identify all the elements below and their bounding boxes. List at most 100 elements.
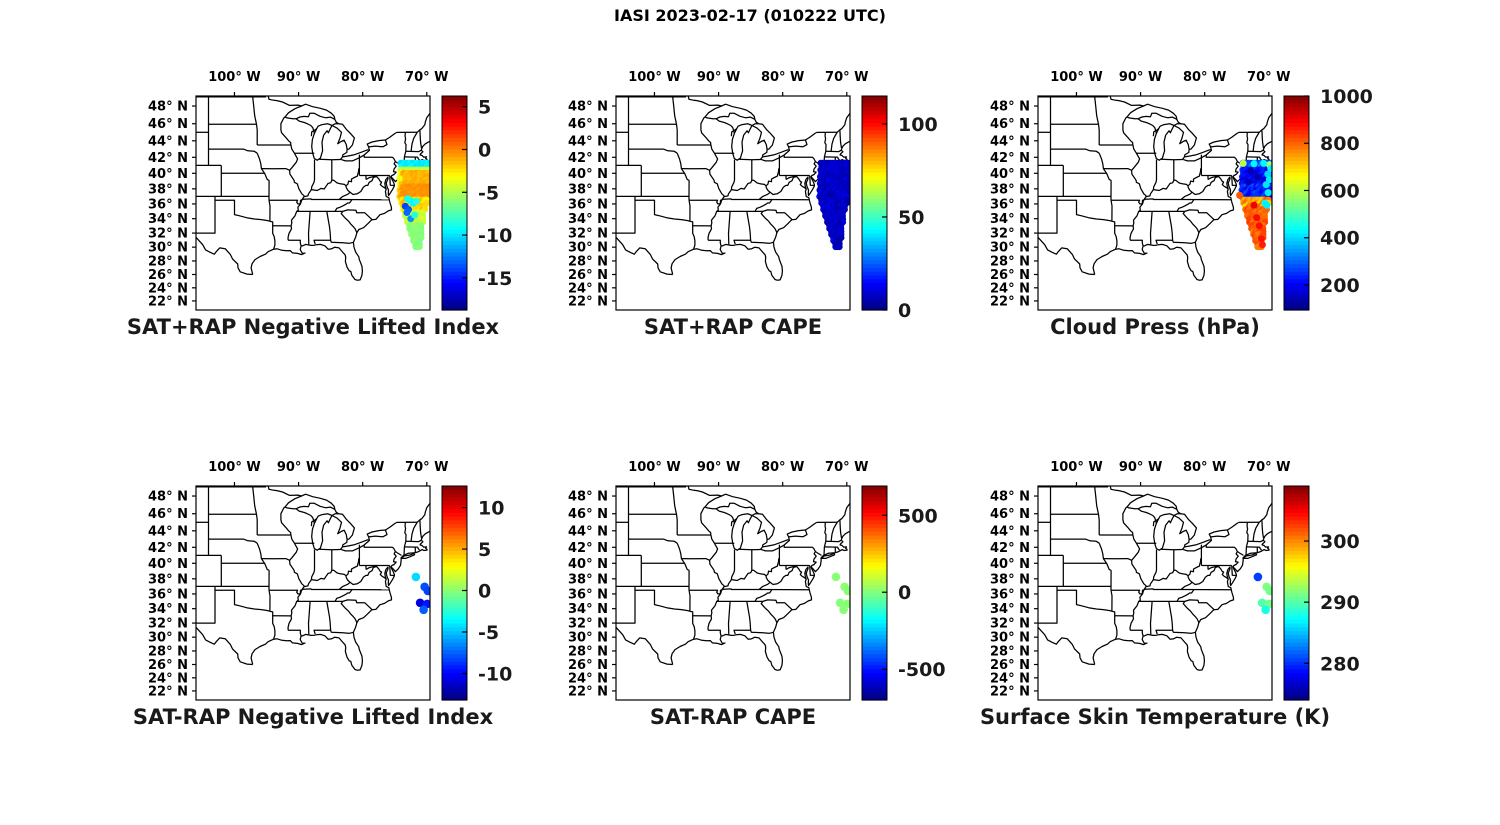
colorbar-gradient-step: [1284, 573, 1309, 579]
map-outline-path: [419, 129, 423, 149]
colorbar-tick-label: 0: [478, 140, 491, 162]
map-panel-sat-rap-nli: 100° W 90° W 80° W 70° W 48° N 46° N 44° N 42° …: [148, 70, 512, 311]
colorbar-sat-minus-rap-cape: 500 0 -500: [861, 485, 946, 701]
colorbar-gradient-step: [862, 160, 887, 166]
colorbar-gradient-step: [442, 508, 467, 514]
lat-tick-label: 42° N: [990, 151, 1030, 166]
colorbar-gradient-step: [442, 199, 467, 204]
colorbar-gradient-step: [862, 635, 887, 640]
map-outline-path: [1243, 552, 1258, 560]
map-outline-path: [269, 610, 276, 640]
colorbar-gradient-step: [862, 203, 887, 208]
map-outline-path: [1057, 199, 1113, 222]
map-outline-path: [255, 514, 258, 535]
map-outline-path: [310, 159, 316, 190]
colorbar-border: [861, 485, 888, 701]
colorbar-gradient-step: [862, 654, 887, 659]
map-outline-path: [1122, 506, 1134, 536]
map-outline-path: [837, 157, 840, 161]
colorbar-gradient-step: [862, 608, 887, 613]
axis-labels: 100° W 90° W 80° W 70° W 48° N 46° N 44° N 42° …: [568, 70, 869, 309]
colorbar-gradient-step: [1284, 505, 1309, 510]
scatter-dot: [423, 586, 430, 596]
map-outline-path: [403, 541, 407, 548]
colorbar-gradient-step: [442, 115, 467, 120]
map-outline-path: [727, 601, 731, 635]
colorbar-gradient-step: [442, 141, 467, 147]
colorbar-gradient-step: [442, 191, 467, 196]
map-outline-path: [396, 551, 402, 556]
colorbar-gradient-step: [442, 225, 467, 231]
map-outline-path: [196, 486, 302, 497]
colorbar-gradient-step: [1284, 222, 1309, 227]
colorbar-gradient-step: [442, 245, 467, 250]
map-outline-path: [688, 590, 691, 612]
colorbar-gradient-step: [862, 570, 887, 575]
colorbar-gradient-step: [862, 294, 887, 300]
map-outline-path: [707, 534, 725, 631]
map-outline-path: [1183, 149, 1190, 157]
map-outline-path: [1181, 539, 1213, 552]
map-outline-path: [715, 118, 735, 134]
colorbar-gradient-step: [862, 233, 887, 238]
map-outline-path: [721, 198, 760, 201]
colorbar-gradient-step: [1284, 233, 1309, 238]
colorbar-gradient-step: [1284, 635, 1309, 640]
colorbar-gradient-step: [442, 535, 467, 541]
colorbar-gradient-step: [442, 520, 467, 525]
colorbar-gradient-step: [442, 680, 467, 686]
lat-tick-label: 22° N: [568, 294, 608, 309]
map-outline-path: [334, 119, 339, 125]
colorbar-gradient-step: [862, 596, 887, 602]
lon-tick-label: 100° W: [1050, 460, 1103, 475]
colorbar-gradient-step: [862, 225, 887, 231]
colorbar-gradient-step: [1284, 501, 1309, 506]
colorbar-gradient-step: [442, 130, 467, 135]
colorbar-gradient-step: [1284, 283, 1309, 288]
map-outline-path: [823, 541, 827, 548]
map-outline-path: [1038, 196, 1058, 234]
panel-title-sat-minus-rap-cape: SAT-RAP CAPE: [649, 705, 817, 729]
map-outline-path: [1161, 548, 1183, 551]
colorbar-tick-label: 10: [478, 498, 504, 520]
lat-tick-label: 28° N: [990, 254, 1030, 269]
colorbar-gradient-step: [1284, 302, 1309, 307]
scatter-layer: [816, 159, 850, 251]
map-outline-path: [1143, 588, 1182, 591]
colorbar-gradient-step: [862, 275, 887, 281]
lat-tick-label: 24° N: [148, 671, 188, 686]
colorbar-gradient-step: [442, 505, 467, 510]
map-outline-path: [1153, 513, 1175, 551]
map-outline-path: [689, 220, 696, 250]
map-outline-path: [836, 112, 850, 133]
colorbar-gradient-step: [862, 508, 887, 514]
map-outline-path: [1149, 211, 1153, 245]
swath-speckle-dot: [413, 197, 420, 205]
colorbar-gradient-step: [1284, 294, 1309, 300]
colorbar-gradient-step: [1284, 650, 1309, 655]
colorbar-gradient-step: [1284, 615, 1309, 621]
colorbar-gradient-step: [1284, 550, 1309, 556]
map-outline-path: [1126, 493, 1178, 510]
colorbar-gradient-step: [442, 256, 467, 261]
colorbar-surface-skin-temp: 300 290 280: [1283, 485, 1360, 701]
colorbar-gradient-step: [442, 260, 467, 265]
map-outline-path: [785, 565, 807, 580]
map-border: [195, 95, 431, 311]
lat-tick-label: 38° N: [148, 182, 188, 197]
lat-tick-label: 24° N: [148, 281, 188, 296]
colorbar-gradient-step: [862, 489, 887, 495]
map-outline-path: [303, 579, 312, 588]
map-outline-path: [762, 599, 793, 611]
map-outline-path: [681, 167, 710, 171]
colorbar-gradient-step: [862, 486, 887, 491]
map-outline-path: [825, 149, 842, 153]
colorbar-gradient-step: [862, 134, 887, 139]
colorbar-gradient-step: [442, 646, 467, 651]
colorbar-gradient-step: [442, 589, 467, 594]
map-outline-path: [215, 199, 271, 222]
lat-tick-label: 24° N: [568, 671, 608, 686]
colorbar-gradient-step: [862, 99, 887, 105]
lon-tick-label: 80° W: [341, 460, 384, 475]
map-outline-path: [761, 539, 768, 547]
